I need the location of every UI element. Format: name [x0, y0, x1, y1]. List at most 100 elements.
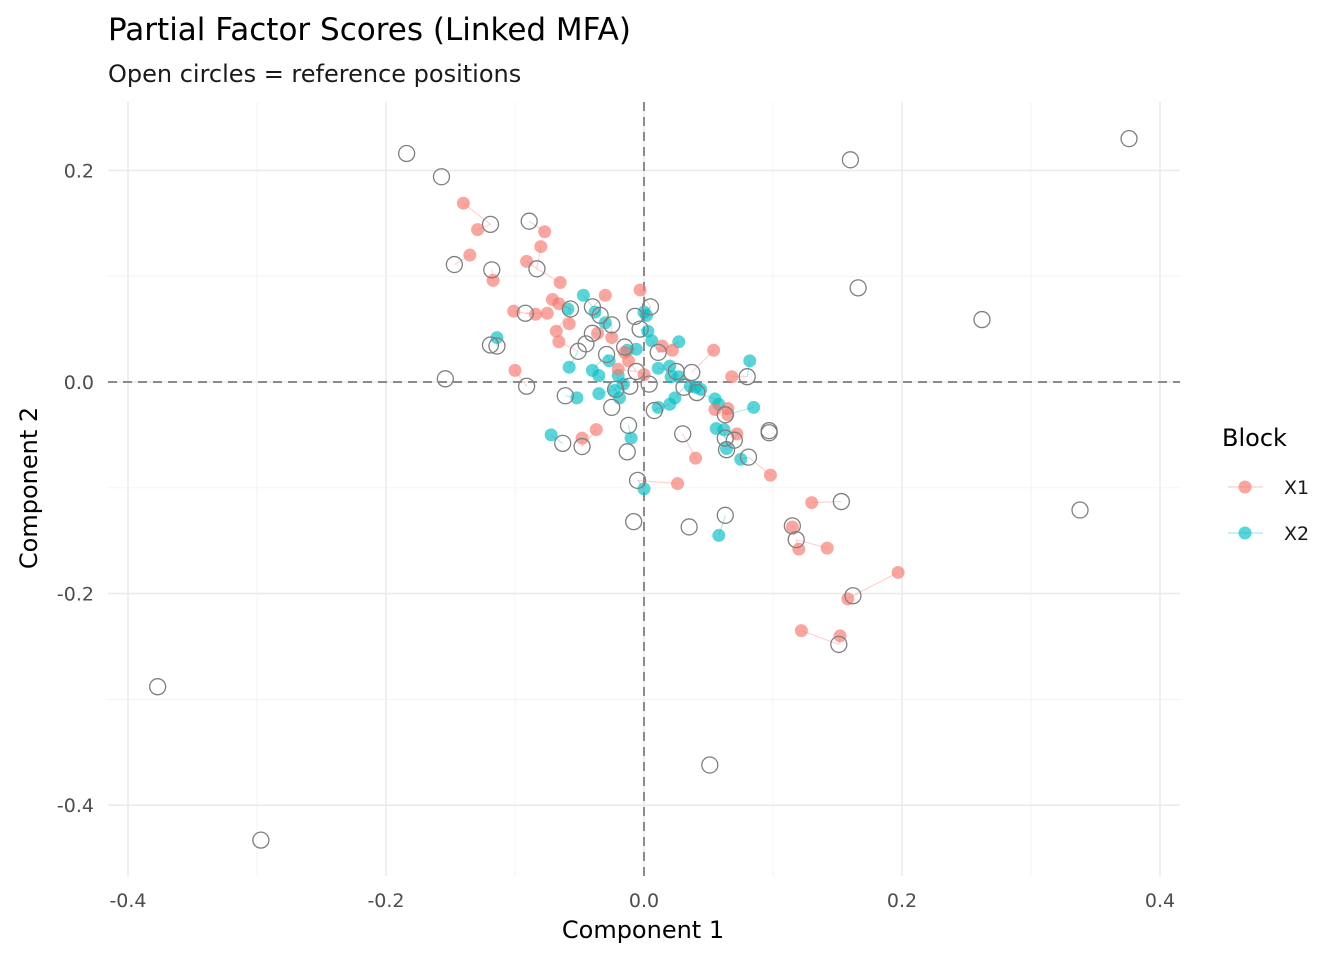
reference-circle: [619, 416, 638, 435]
x-axis-title: Component 1: [562, 916, 724, 944]
point-x2: [592, 369, 606, 383]
point-x2: [694, 382, 708, 396]
reference-circle: [554, 434, 572, 453]
reference-circle: [603, 316, 621, 334]
point-x2: [712, 528, 726, 542]
reference-circle: [627, 362, 645, 381]
point-x1: [622, 354, 636, 368]
point-x2: [562, 360, 576, 374]
point-x2: [598, 316, 612, 330]
point-x1: [552, 297, 566, 311]
point-x2: [743, 354, 757, 368]
reference-circle: [628, 471, 647, 490]
reference-circle: [481, 215, 500, 234]
reference-circle: [1071, 501, 1089, 519]
reference-circle: [481, 336, 500, 354]
point-x1: [763, 468, 777, 482]
x-tick-label: 0.4: [1145, 890, 1175, 912]
reference-circle: [516, 304, 534, 322]
point-x2: [637, 482, 651, 496]
chart-title: Partial Factor Scores (Linked MFA): [108, 12, 631, 48]
point-x2: [663, 397, 677, 411]
point-x1: [792, 542, 806, 556]
reference-circle: [844, 587, 862, 605]
y-axis-title: Component 2: [15, 407, 43, 569]
point-x1: [540, 306, 554, 320]
reference-circle: [680, 518, 698, 536]
y-tick-label: 0.2: [64, 160, 94, 182]
reference-circle: [649, 343, 667, 362]
reference-circle: [436, 370, 454, 388]
point-x1: [805, 496, 819, 510]
point-x2: [624, 431, 638, 445]
reference-circle: [716, 429, 734, 447]
reference-circle: [577, 335, 595, 353]
point-x1: [785, 520, 799, 534]
reference-circle: [528, 260, 546, 278]
legend-label-x2: X2: [1284, 523, 1309, 545]
reference-circle: [832, 492, 851, 511]
legend-item-x2: X2: [1228, 523, 1309, 545]
reference-circle: [973, 310, 991, 329]
point-x1: [456, 196, 470, 210]
point-x2: [645, 334, 659, 348]
reference-circle: [603, 398, 621, 417]
reference-circle: [573, 437, 591, 456]
point-x1: [671, 477, 685, 491]
reference-circle: [787, 530, 805, 549]
reference-circle: [397, 144, 416, 163]
link-lines: [454, 202, 899, 645]
point-x1: [553, 276, 567, 290]
tick-labels: -0.4 -0.2 0.0 0.2 0.4 -0.4 -0.2 0.0 0.2: [57, 160, 1175, 912]
point-x2: [683, 379, 697, 393]
reference-circle: [641, 298, 660, 316]
x-tick-label: -0.2: [367, 890, 404, 912]
reference-circle: [625, 513, 643, 531]
reference-circle: [688, 383, 706, 402]
reference-circle: [760, 424, 778, 442]
reference-circle: [626, 307, 644, 326]
series-x1-points: [456, 196, 905, 643]
y-tick-label: -0.2: [57, 584, 94, 606]
point-x2: [616, 377, 630, 391]
reference-circle: [716, 406, 734, 424]
series-x2-points: [490, 288, 761, 542]
reference-circle: [606, 380, 625, 399]
reference-circle: [488, 337, 506, 355]
link-line-x1: [801, 630, 839, 645]
reference-circle: [445, 255, 464, 274]
reference-circle: [674, 425, 692, 443]
reference-circle: [645, 401, 663, 420]
point-x2: [544, 428, 558, 442]
reference-circle: [675, 378, 693, 396]
reference-circle: [701, 756, 719, 774]
reference-circle: [591, 306, 609, 324]
reference-circle: [483, 261, 501, 279]
point-x1: [891, 565, 905, 579]
point-x1: [549, 324, 563, 338]
reference-circle: [717, 441, 736, 459]
point-x1: [708, 403, 722, 417]
point-x2: [602, 354, 616, 368]
point-x2: [651, 361, 665, 375]
point-x2: [651, 400, 665, 414]
reference-circle: [621, 377, 639, 395]
point-x1: [471, 223, 485, 237]
reference-circle: [561, 300, 580, 318]
point-x1: [463, 248, 477, 262]
point-x1: [562, 317, 576, 331]
y-tick-label: -0.4: [57, 795, 94, 817]
x-tick-label: 0.0: [629, 890, 659, 912]
point-x1: [598, 288, 612, 302]
point-x1: [591, 326, 605, 340]
point-x2: [747, 400, 761, 414]
reference-circle: [849, 279, 867, 297]
reference-circle: [738, 368, 756, 386]
point-x1: [725, 370, 739, 384]
reference-circle: [841, 151, 860, 169]
point-x2: [592, 387, 606, 401]
point-x1: [707, 343, 721, 357]
reference-circle: [616, 338, 634, 356]
